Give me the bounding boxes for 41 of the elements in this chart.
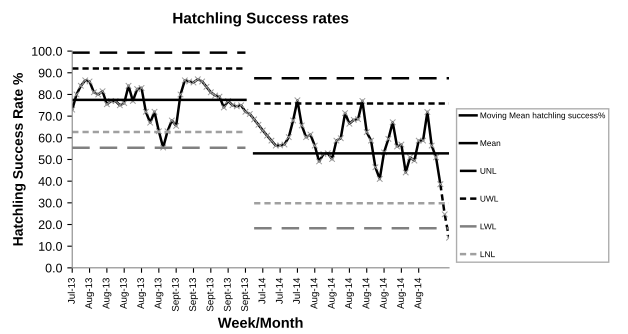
y-tick-label: 90.0 bbox=[38, 68, 62, 78]
x-tick-label: Aug-13 bbox=[137, 278, 146, 309]
x-tick-label: Sept-13 bbox=[189, 278, 198, 312]
x-axis-title: Week/Month bbox=[218, 317, 303, 328]
legend-label: Moving Mean hatchling success% bbox=[480, 112, 606, 120]
x-tick-label: Aug-14 bbox=[310, 278, 320, 309]
x-tick-label: Aug-13 bbox=[85, 278, 94, 309]
x-tick-label: Sept-13 bbox=[241, 278, 250, 312]
legend-label: UNL bbox=[480, 168, 496, 174]
x-tick-label: Aug-13 bbox=[102, 278, 112, 309]
y-tick-label: 40.0 bbox=[38, 176, 62, 186]
y-axis-title: Hatchling Success Rate % bbox=[12, 73, 26, 246]
y-tick-label: 20.0 bbox=[38, 220, 62, 230]
x-tick-label: Sept-13 bbox=[206, 278, 216, 312]
y-tick-label: 30.0 bbox=[38, 198, 62, 208]
y-tick-label: 0.0 bbox=[46, 264, 62, 273]
y-tick-label: 80.0 bbox=[38, 90, 62, 100]
x-tick-label: Aug-14 bbox=[328, 278, 337, 309]
x-tick-label: Aug-14 bbox=[414, 278, 424, 309]
x-tick-label: Jul-14 bbox=[258, 278, 266, 304]
x-tick-label: Aug-14 bbox=[362, 278, 372, 309]
x-tick-label: Aug-14 bbox=[345, 278, 354, 309]
legend-label: UWL bbox=[480, 196, 498, 202]
x-tick-label: Sept-13 bbox=[172, 278, 181, 312]
x-tick-label: Jul-14 bbox=[292, 278, 300, 304]
x-tick-label: Sept-13 bbox=[224, 278, 233, 312]
y-tick-label: 50.0 bbox=[38, 155, 62, 164]
chart-title: Hatchling Success rates bbox=[173, 12, 348, 27]
x-tick-label: Aug-14 bbox=[397, 278, 406, 309]
x-tick-label: Aug-13 bbox=[120, 278, 129, 309]
y-tick-label: 60.0 bbox=[38, 134, 62, 142]
x-tick-label: Jul-13 bbox=[68, 278, 75, 304]
x-tick-label: Aug-13 bbox=[154, 278, 164, 309]
y-tick-label: 70.0 bbox=[38, 112, 62, 121]
legend-label: LWL bbox=[480, 224, 496, 230]
y-tick-label: 100.0 bbox=[32, 46, 62, 56]
x-tick-label: Jul-14 bbox=[276, 278, 283, 304]
legend-label: LNL bbox=[480, 251, 495, 258]
x-tick-label: Aug-14 bbox=[380, 278, 389, 309]
legend-label: Mean bbox=[480, 140, 500, 146]
y-tick-label: 10.0 bbox=[39, 242, 62, 251]
